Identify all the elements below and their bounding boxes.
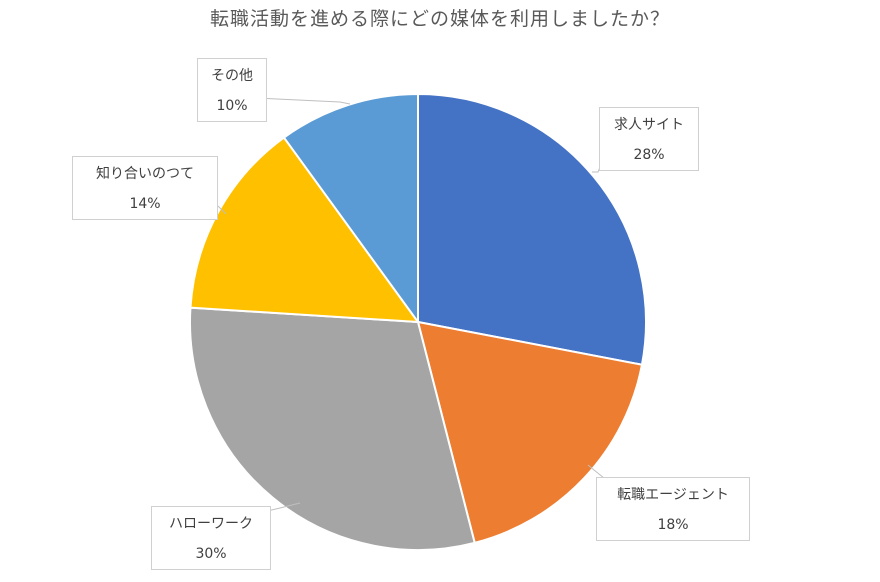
leader-line-3 <box>217 205 227 215</box>
callout-value: 28% <box>633 147 665 163</box>
callout-label: その他 <box>211 68 253 84</box>
pie-slice-2 <box>189 306 476 551</box>
callout-ハローワーク: ハローワーク 30% <box>151 506 271 570</box>
callout-知り合いのつて: 知り合いのつて 14% <box>72 156 218 220</box>
pie-slice-3 <box>189 136 421 324</box>
callout-value: 30% <box>195 546 227 562</box>
callout-label: 求人サイト <box>614 117 684 133</box>
chart-title: 転職活動を進める際にどの媒体を利用しましたか？ <box>209 8 670 30</box>
leader-line-1 <box>587 464 605 479</box>
leader-line-4 <box>255 97 351 105</box>
pie-slice-1 <box>416 320 644 545</box>
callout-value: 18% <box>657 517 689 533</box>
callout-その他: その他 10% <box>197 58 267 122</box>
callout-転職エージェント: 転職エージェント 18% <box>596 477 750 541</box>
callout-value: 10% <box>216 98 248 114</box>
pie-slice-0 <box>417 92 647 366</box>
callout-求人サイト: 求人サイト 28% <box>599 107 699 171</box>
pie-slice-4 <box>282 92 419 326</box>
callout-label: 転職エージェント <box>617 487 729 503</box>
callout-label: ハローワーク <box>169 516 253 532</box>
callout-label: 知り合いのつて <box>96 166 194 182</box>
callout-value: 14% <box>129 196 161 212</box>
